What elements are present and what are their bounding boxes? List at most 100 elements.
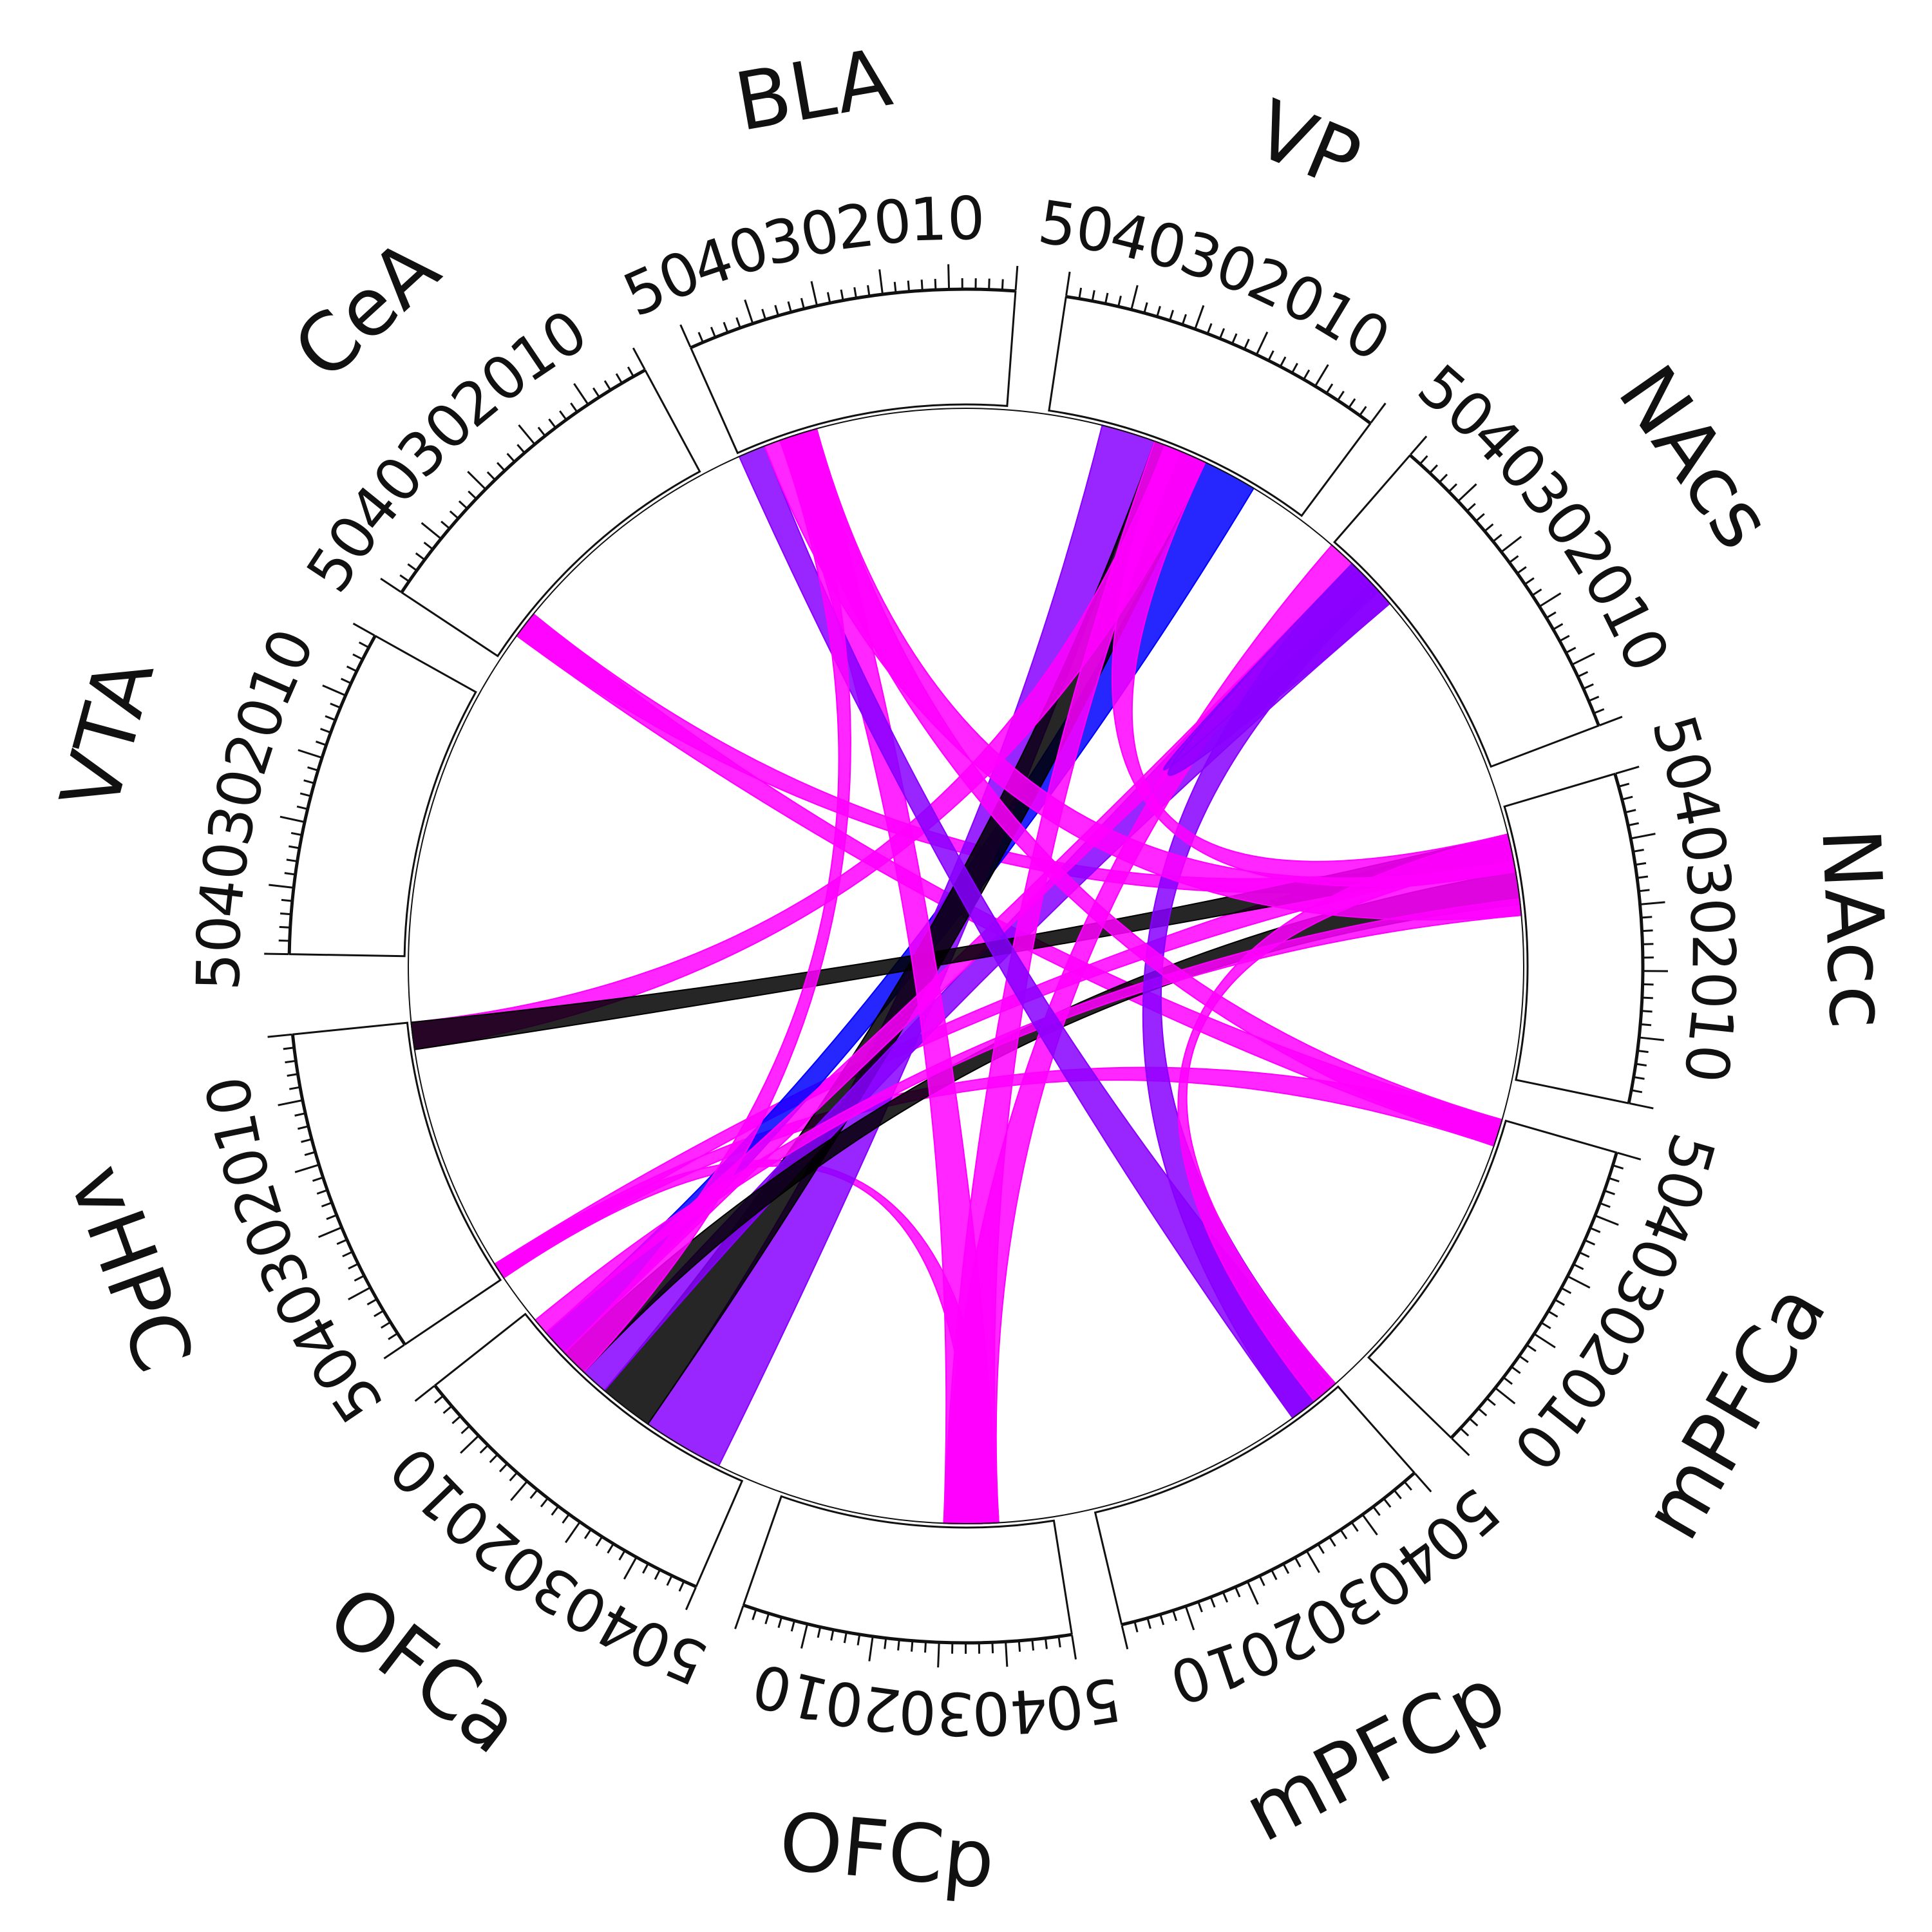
major-tick bbox=[414, 1385, 435, 1402]
minor-tick bbox=[548, 418, 556, 428]
major-tick bbox=[1370, 402, 1387, 424]
major-tick bbox=[1639, 1036, 1665, 1041]
minor-tick bbox=[479, 1444, 489, 1454]
minor-tick bbox=[787, 301, 792, 312]
minor-tick bbox=[320, 728, 331, 734]
major-tick bbox=[294, 1164, 319, 1173]
region-label-cea: CeA bbox=[276, 222, 457, 397]
chord-links bbox=[410, 424, 1522, 1524]
tick-label: 10 bbox=[746, 1650, 836, 1734]
minor-tick bbox=[1560, 634, 1570, 642]
minor-tick bbox=[843, 1633, 848, 1643]
major-tick bbox=[1362, 1514, 1378, 1536]
minor-tick bbox=[800, 298, 805, 308]
major-tick bbox=[1629, 1102, 1654, 1110]
minor-tick bbox=[627, 366, 634, 377]
tick-label: 30 bbox=[757, 195, 846, 279]
tick-label: 10 bbox=[193, 1070, 275, 1158]
region-label-ofcp: OFCp bbox=[775, 1795, 998, 1907]
segment-mpfcp bbox=[1094, 1385, 1416, 1625]
minor-tick bbox=[486, 471, 496, 480]
minor-tick bbox=[1143, 302, 1148, 313]
minor-tick bbox=[1553, 623, 1564, 630]
minor-tick bbox=[867, 285, 871, 296]
minor-tick bbox=[1578, 671, 1589, 677]
minor-tick bbox=[1546, 611, 1557, 619]
major-tick bbox=[278, 1099, 303, 1106]
minor-tick bbox=[340, 677, 351, 684]
minor-tick bbox=[1383, 1498, 1392, 1508]
minor-tick bbox=[284, 872, 295, 876]
minor-tick bbox=[366, 1298, 377, 1306]
segment-ofca bbox=[433, 1312, 744, 1587]
major-tick bbox=[734, 1605, 744, 1629]
region-label-nacc: NAcc bbox=[1803, 826, 1904, 1031]
minor-tick bbox=[857, 1634, 861, 1645]
minor-tick bbox=[1172, 1611, 1178, 1622]
axis-nacc bbox=[1615, 773, 1645, 1104]
segment-ofcp bbox=[742, 1495, 1073, 1643]
minor-tick bbox=[1291, 363, 1298, 373]
minor-tick bbox=[1548, 1311, 1558, 1318]
minor-tick bbox=[316, 1189, 327, 1195]
axis-ofca bbox=[433, 1385, 697, 1589]
minor-tick bbox=[583, 1529, 592, 1539]
major-tick bbox=[1451, 1437, 1470, 1456]
minor-tick bbox=[1340, 1530, 1348, 1540]
minor-tick bbox=[358, 641, 369, 649]
minor-tick bbox=[1609, 1177, 1620, 1182]
minor-tick bbox=[710, 327, 716, 337]
minor-tick bbox=[442, 1405, 452, 1414]
minor-tick bbox=[697, 332, 704, 343]
minor-tick bbox=[1133, 1622, 1139, 1633]
major-tick bbox=[380, 578, 402, 593]
minor-tick bbox=[1326, 383, 1334, 393]
axis-vta bbox=[287, 635, 375, 954]
minor-tick bbox=[1439, 473, 1448, 483]
minor-tick bbox=[497, 462, 506, 471]
major-tick bbox=[878, 269, 884, 294]
minor-tick bbox=[1469, 1418, 1479, 1426]
minor-tick bbox=[1478, 1408, 1488, 1417]
tick-label: 20 bbox=[832, 186, 915, 264]
minor-tick bbox=[281, 898, 292, 902]
minor-tick bbox=[1566, 647, 1577, 654]
major-tick bbox=[868, 1636, 874, 1662]
minor-tick bbox=[988, 278, 990, 289]
major-tick bbox=[623, 1557, 638, 1580]
major-tick bbox=[1256, 331, 1269, 355]
region-label-vhpc: vHPC bbox=[51, 1153, 210, 1383]
minor-tick bbox=[1541, 1321, 1551, 1329]
minor-tick bbox=[423, 542, 433, 550]
major-tick bbox=[1130, 285, 1139, 310]
minor-tick bbox=[911, 1641, 914, 1652]
segment-vhpc bbox=[292, 1021, 502, 1346]
minor-tick bbox=[348, 1263, 358, 1270]
major-tick bbox=[269, 884, 294, 889]
minor-tick bbox=[321, 1202, 332, 1208]
major-tick bbox=[1495, 1387, 1516, 1405]
minor-tick bbox=[817, 1627, 821, 1638]
minor-tick bbox=[1337, 390, 1345, 401]
minor-tick bbox=[1618, 782, 1630, 788]
minor-tick bbox=[551, 1506, 559, 1516]
major-tick bbox=[1065, 271, 1071, 296]
minor-tick bbox=[1448, 483, 1457, 492]
region-label-ofca: OFCa bbox=[311, 1568, 537, 1772]
minor-tick bbox=[1639, 889, 1650, 893]
segment-vp bbox=[1048, 296, 1372, 517]
major-tick bbox=[1616, 1151, 1642, 1160]
minor-tick bbox=[1509, 555, 1519, 564]
minor-tick bbox=[1642, 916, 1653, 919]
minor-tick bbox=[1613, 1164, 1624, 1170]
minor-tick bbox=[1636, 1063, 1647, 1066]
minor-tick bbox=[285, 1059, 296, 1064]
minor-tick bbox=[1631, 1089, 1643, 1094]
minor-tick bbox=[924, 1642, 927, 1653]
minor-tick bbox=[1235, 1587, 1241, 1598]
major-tick bbox=[510, 1481, 528, 1501]
minor-tick bbox=[764, 1613, 770, 1625]
major-tick bbox=[460, 1435, 479, 1454]
minor-tick bbox=[1475, 513, 1485, 522]
minor-tick bbox=[1280, 356, 1287, 367]
